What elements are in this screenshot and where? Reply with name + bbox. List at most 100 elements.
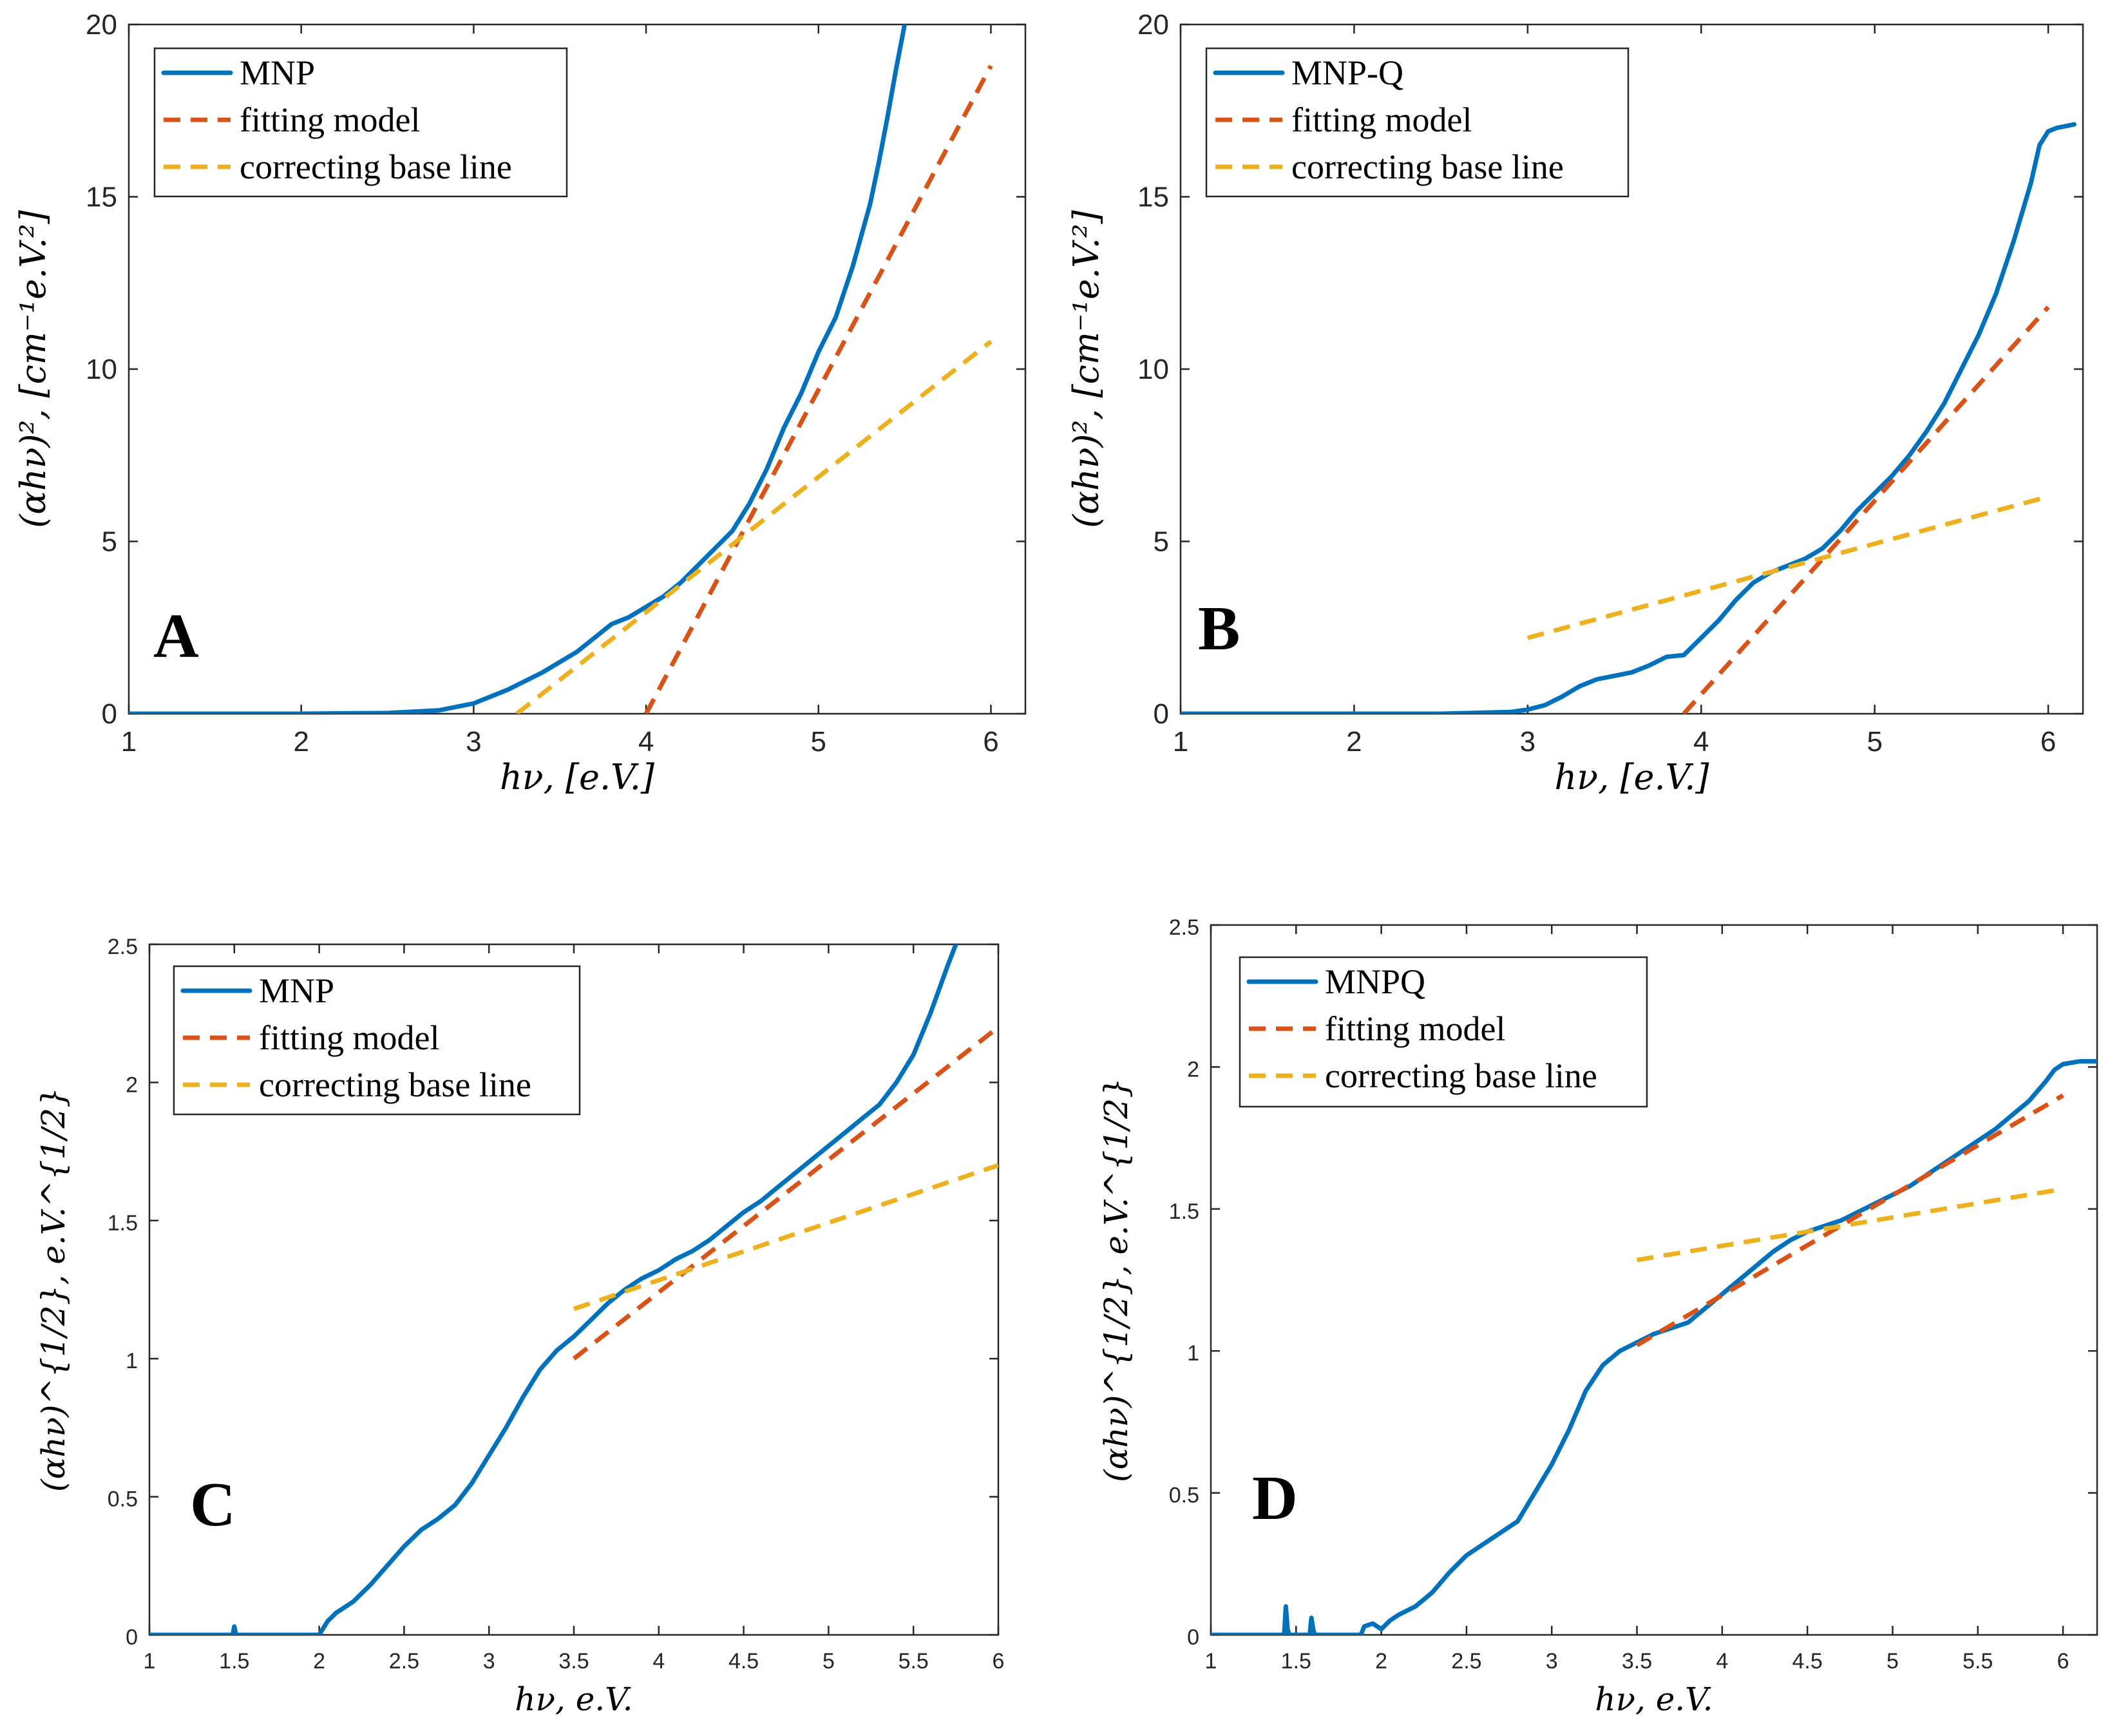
x-tick-label: 4 bbox=[638, 726, 654, 758]
x-tick-label: 1 bbox=[1173, 726, 1188, 758]
series-line-fitting-model bbox=[1635, 1093, 2064, 1348]
y-axis-label: (αhν)², [cm⁻¹e.V.²] bbox=[1066, 209, 1107, 528]
series-line-base-line bbox=[573, 1163, 998, 1312]
y-tick-label: 0 bbox=[1154, 698, 1169, 730]
panel-letter: B bbox=[1198, 594, 1240, 663]
x-tick-label: 5 bbox=[811, 726, 826, 758]
legend-label: fitting model bbox=[259, 1018, 439, 1057]
y-tick-label: 2 bbox=[126, 1073, 138, 1097]
series-line-data bbox=[129, 24, 908, 714]
x-tick-label: 2 bbox=[1375, 1649, 1387, 1674]
series-group bbox=[149, 944, 998, 1635]
panel-letter: A bbox=[153, 602, 199, 671]
legend: MNP fitting model correcting base line bbox=[173, 965, 581, 1116]
y-tick-label: 2 bbox=[1187, 1057, 1199, 1082]
y-tick-label: 1.5 bbox=[1169, 1199, 1199, 1224]
y-tick-label: 20 bbox=[1137, 9, 1169, 41]
y-tick-label: 15 bbox=[1137, 182, 1169, 213]
x-tick-label: 1 bbox=[1205, 1649, 1217, 1674]
x-tick-label: 1.5 bbox=[1281, 1649, 1311, 1674]
y-tick-label: 5 bbox=[102, 526, 117, 558]
x-tick-label: 4 bbox=[652, 1649, 665, 1674]
panel-d: 1 1.5 2 2.5 3 3.5 4 4.5 5 5.5 6 0 0.5 1 1.5 2 2.5 hν, e.V… bbox=[1098, 915, 2098, 1718]
y-tick-label: 0 bbox=[126, 1625, 138, 1650]
series-group bbox=[1211, 1059, 2097, 1635]
x-tick-label: 2 bbox=[1346, 726, 1362, 758]
x-tick-label: 3 bbox=[1546, 1649, 1558, 1674]
x-tick-label: 4.5 bbox=[1792, 1649, 1823, 1674]
x-tick-label: 4 bbox=[1716, 1649, 1728, 1674]
series-line-fitting-model bbox=[572, 1025, 998, 1360]
legend-label: correcting base line bbox=[1291, 148, 1564, 186]
y-tick-label: 0.5 bbox=[108, 1487, 138, 1512]
y-tick-label: 0 bbox=[102, 698, 117, 730]
x-tick-label: 5.5 bbox=[898, 1649, 929, 1674]
y-tick-label: 20 bbox=[86, 9, 117, 41]
series-line-base-line bbox=[515, 339, 993, 714]
series-line-data bbox=[149, 944, 958, 1635]
series-line-base-line bbox=[1526, 494, 2049, 640]
x-tick-label: 2.5 bbox=[389, 1649, 419, 1674]
x-tick-label: 4 bbox=[1693, 726, 1709, 758]
panel-b: 1 2 3 4 5 6 0 5 10 15 20 hν, [e.V.] (αhν)², [cm⁻¹e.V… bbox=[1066, 9, 2084, 797]
y-axis-label: (αhν)², [cm⁻¹e.V.²] bbox=[13, 209, 53, 528]
series-line-data bbox=[1181, 122, 2077, 714]
y-tick-label: 1 bbox=[126, 1349, 138, 1373]
x-tick-label: 3.5 bbox=[1622, 1649, 1652, 1674]
legend: MNPQ fitting model correcting base line bbox=[1239, 956, 1648, 1108]
x-tick-label: 5.5 bbox=[1963, 1649, 1993, 1674]
x-tick-label: 5 bbox=[1867, 726, 1882, 758]
x-tick-label: 6 bbox=[993, 1649, 1005, 1674]
legend-label: MNP bbox=[240, 53, 315, 92]
y-tick-label: 2.5 bbox=[108, 935, 138, 959]
x-tick-label: 6 bbox=[2040, 726, 2056, 758]
y-tick-label: 1 bbox=[1187, 1341, 1199, 1366]
y-tick-label: 5 bbox=[1154, 526, 1169, 558]
x-tick-label: 3 bbox=[483, 1649, 495, 1674]
legend-label: fitting model bbox=[1291, 100, 1472, 139]
legend-label: MNP-Q bbox=[1291, 53, 1403, 92]
x-tick-label: 1.5 bbox=[219, 1649, 249, 1674]
x-tick-label: 3.5 bbox=[558, 1649, 589, 1674]
series-line-fitting-model bbox=[644, 64, 993, 714]
y-tick-label: 1.5 bbox=[108, 1211, 138, 1235]
x-axis-label: hν, e.V. bbox=[1595, 1681, 1713, 1718]
legend-label: MNP bbox=[259, 971, 334, 1010]
x-tick-label: 1 bbox=[121, 726, 137, 758]
x-axis-label: hν, [e.V.] bbox=[1555, 757, 1710, 797]
legend-label: MNPQ bbox=[1325, 962, 1425, 1001]
x-tick-label: 2.5 bbox=[1451, 1649, 1481, 1674]
x-tick-label: 5 bbox=[1887, 1649, 1899, 1674]
y-tick-label: 15 bbox=[86, 182, 117, 213]
y-axis-label: (αhν)^{1/2}, e.V.^{1/2} bbox=[35, 1087, 72, 1492]
y-tick-label: 0.5 bbox=[1169, 1483, 1199, 1508]
legend-label: fitting model bbox=[240, 100, 420, 139]
legend-label: correcting base line bbox=[1325, 1056, 1597, 1095]
series-line-base-line bbox=[1636, 1187, 2064, 1263]
legend-label: correcting base line bbox=[240, 148, 512, 186]
series-group bbox=[1181, 122, 2077, 714]
x-tick-label: 3 bbox=[1520, 726, 1535, 758]
x-tick-label: 4.5 bbox=[728, 1649, 759, 1674]
x-tick-label: 6 bbox=[983, 726, 998, 758]
x-tick-label: 2 bbox=[313, 1649, 325, 1674]
panel-a: 1 2 3 4 5 6 0 5 10 15 20 hν, [e.V.] (αhν)², [cm⁻¹e.V… bbox=[13, 9, 1027, 797]
panel-c: 1 1.5 2 2.5 3 3.5 4 4.5 5 5.5 6 0 0.5 1 1.5 2 2.5 hν, e.V… bbox=[35, 935, 1004, 1718]
x-tick-label: 5 bbox=[822, 1649, 835, 1674]
x-tick-label: 2 bbox=[293, 726, 309, 758]
legend-label: fitting model bbox=[1325, 1009, 1505, 1048]
panel-letter: D bbox=[1252, 1464, 1298, 1533]
y-tick-label: 10 bbox=[1137, 354, 1169, 385]
series-line-data bbox=[1211, 1059, 2097, 1635]
x-tick-label: 3 bbox=[466, 726, 481, 758]
y-tick-label: 10 bbox=[86, 354, 117, 385]
series-line-fitting-model bbox=[1682, 305, 2050, 714]
x-tick-label: 1 bbox=[144, 1649, 156, 1674]
x-axis-label: hν, [e.V.] bbox=[500, 757, 655, 797]
legend: MNP fitting model correcting base line bbox=[153, 47, 568, 198]
series-group bbox=[129, 24, 993, 714]
legend-label: correcting base line bbox=[259, 1065, 531, 1104]
y-tick-label: 2.5 bbox=[1169, 915, 1199, 940]
plot-frame bbox=[1210, 924, 2098, 1636]
legend: MNP-Q fitting model correcting base line bbox=[1205, 47, 1630, 198]
